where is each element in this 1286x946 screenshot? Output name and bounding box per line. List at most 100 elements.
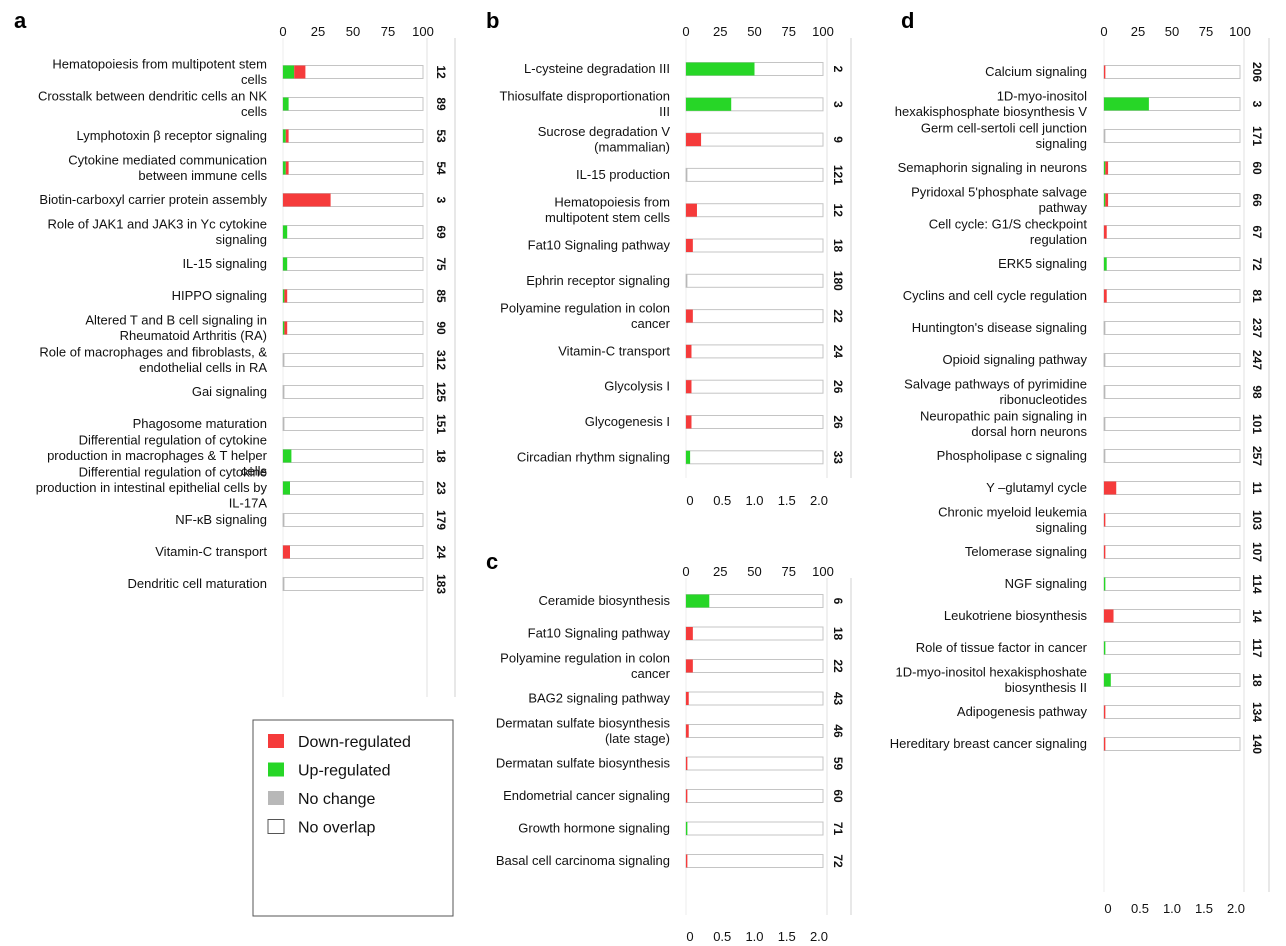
pathway-label: HIPPO signaling <box>172 288 267 303</box>
pathway-label: Circadian rhythm signaling <box>517 449 670 464</box>
bar-no-overlap <box>685 626 824 641</box>
bar-no-overlap <box>685 659 824 673</box>
molecule-count: 81 <box>1250 289 1264 303</box>
pathway-row: Semaphorin signaling in neurons 60 <box>898 160 1264 175</box>
legend-swatch-nooverlap <box>267 819 285 834</box>
bar-no-overlap <box>282 417 424 431</box>
bar-no-overlap <box>685 854 824 868</box>
pathway-label: Differential regulation of cytokine produ… <box>36 465 268 511</box>
bar-no-overlap <box>1103 257 1241 271</box>
top-tick-label: 25 <box>713 24 727 39</box>
bar-no-overlap <box>1103 577 1241 591</box>
molecule-count: 134 <box>1250 702 1264 722</box>
bar-no-change <box>1104 353 1106 367</box>
bar-down-regulated <box>1105 161 1109 175</box>
pathway-row: Dermatan sulfate biosynthesis 59 <box>496 756 845 771</box>
molecule-count: 75 <box>434 257 448 271</box>
pathway-label: IL-15 signaling <box>182 256 267 271</box>
bar-no-overlap <box>282 513 424 527</box>
bar-no-overlap <box>685 132 824 147</box>
pathway-label: BAG2 signaling pathway <box>528 691 670 706</box>
molecule-count: 26 <box>831 380 845 394</box>
molecule-count: 98 <box>1250 385 1264 399</box>
pathway-row: Crosstalk between dendritic cells an NK c… <box>38 88 448 119</box>
pathway-label: Phospholipase c signaling <box>937 448 1087 463</box>
pathway-row: Polyamine regulation in colon cancer 22 <box>500 300 845 331</box>
top-tick-label: 75 <box>782 564 796 579</box>
bar-up-regulated <box>283 97 289 111</box>
pathway-label: 1D-myo-inositol hexakisphoshate biosynthe… <box>896 664 1087 695</box>
panel-letter: c <box>486 549 498 574</box>
bottom-tick-label: 0.5 <box>713 493 731 508</box>
legend: Down-regulated Up-regulated No change No ov… <box>252 719 454 917</box>
molecule-count: 33 <box>831 451 845 465</box>
molecule-count: 18 <box>831 627 845 641</box>
legend-label-down: Down-regulated <box>298 734 411 751</box>
bar-no-overlap <box>1103 609 1241 623</box>
pathway-label: Differential regulation of cytokine produ… <box>47 433 268 479</box>
pathway-row: Pyridoxal 5'phosphate salvage pathway 66 <box>911 184 1264 215</box>
pathway-row: Role of tissue factor in cancer 117 <box>916 638 1264 658</box>
bar-no-overlap <box>282 129 424 143</box>
bar-down-regulated <box>1104 481 1117 495</box>
bar-no-overlap <box>685 379 824 394</box>
molecule-count: 12 <box>434 65 448 79</box>
pathway-label: Glycolysis I <box>604 379 670 394</box>
pathway-row: Telomerase signaling 107 <box>965 542 1264 562</box>
pathway-label: ERK5 signaling <box>998 256 1087 271</box>
pathway-label: Dendritic cell maturation <box>128 576 267 591</box>
panel-letter: d <box>901 8 914 33</box>
pathway-row: Hematopoiesis from multipotent stem cells… <box>545 194 845 225</box>
pathway-label: IL-15 production <box>576 167 670 182</box>
top-tick-label: 100 <box>1229 24 1251 39</box>
molecule-count: 14 <box>1250 609 1264 623</box>
molecule-count: 257 <box>1250 446 1264 466</box>
molecule-count: 117 <box>1250 638 1264 658</box>
top-tick-label: 100 <box>812 564 834 579</box>
pathway-row: Vitamin-C transport 24 <box>155 544 448 559</box>
bar-no-overlap <box>1103 705 1241 719</box>
pathway-row: Lymphotoxin β receptor signaling 53 <box>76 128 448 143</box>
bar-no-change <box>1104 321 1106 335</box>
bar-no-change <box>686 168 688 182</box>
pathway-row: BAG2 signaling pathway 43 <box>528 691 845 706</box>
pathway-row: Endometrial cancer signaling 60 <box>503 788 845 803</box>
bar-no-overlap <box>282 289 424 303</box>
bar-no-overlap <box>1103 673 1241 687</box>
molecule-count: 121 <box>831 165 845 185</box>
bar-down-regulated <box>284 289 288 303</box>
bar-up-regulated <box>686 62 755 76</box>
pathway-row: Hematopoiesis from multipotent stem cells… <box>52 56 448 87</box>
bar-no-overlap <box>685 415 824 429</box>
molecule-count: 43 <box>831 692 845 706</box>
bar-down-regulated <box>1104 609 1114 623</box>
pathway-row: Differential regulation of cytokine produ… <box>47 433 448 479</box>
bar-no-overlap <box>282 225 424 239</box>
pathway-label: Gai signaling <box>192 384 267 399</box>
panel-b: b 0 25 50 75 100 0 0.5 1.0 1.5 2.0 L-cysteine degra… <box>486 8 852 508</box>
pathway-row: ERK5 signaling 72 <box>998 256 1264 271</box>
bar-down-regulated <box>686 789 688 803</box>
pathway-label: Ephrin receptor signaling <box>526 273 670 288</box>
molecule-count: 22 <box>831 659 845 673</box>
bar-down-regulated <box>1105 193 1109 207</box>
bar-no-overlap <box>282 481 424 495</box>
pathway-label: Vitamin-C transport <box>558 343 670 358</box>
molecule-count: 140 <box>1250 734 1264 754</box>
bottom-tick-label: 0.5 <box>1131 901 1149 916</box>
bar-no-overlap <box>282 545 424 559</box>
bar-down-regulated <box>1104 225 1107 239</box>
bar-down-regulated <box>285 129 289 143</box>
pathway-label: Role of JAK1 and JAK3 in Yc cytokine sign… <box>48 216 267 247</box>
bar-up-regulated <box>283 449 292 463</box>
bottom-tick-label: 0 <box>686 493 693 508</box>
molecule-count: 18 <box>831 239 845 253</box>
pathway-row: Hereditary breast cancer signaling 140 <box>890 734 1264 754</box>
bar-no-overlap <box>685 789 824 803</box>
molecule-count: 180 <box>831 271 845 291</box>
pathway-label: Chronic myeloid leukemia signaling <box>938 504 1088 535</box>
bar-no-overlap <box>1103 737 1241 751</box>
pathway-row: NGF signaling 114 <box>1005 574 1264 594</box>
pathway-row: IL-15 production 121 <box>576 165 845 185</box>
molecule-count: 6 <box>831 598 845 605</box>
